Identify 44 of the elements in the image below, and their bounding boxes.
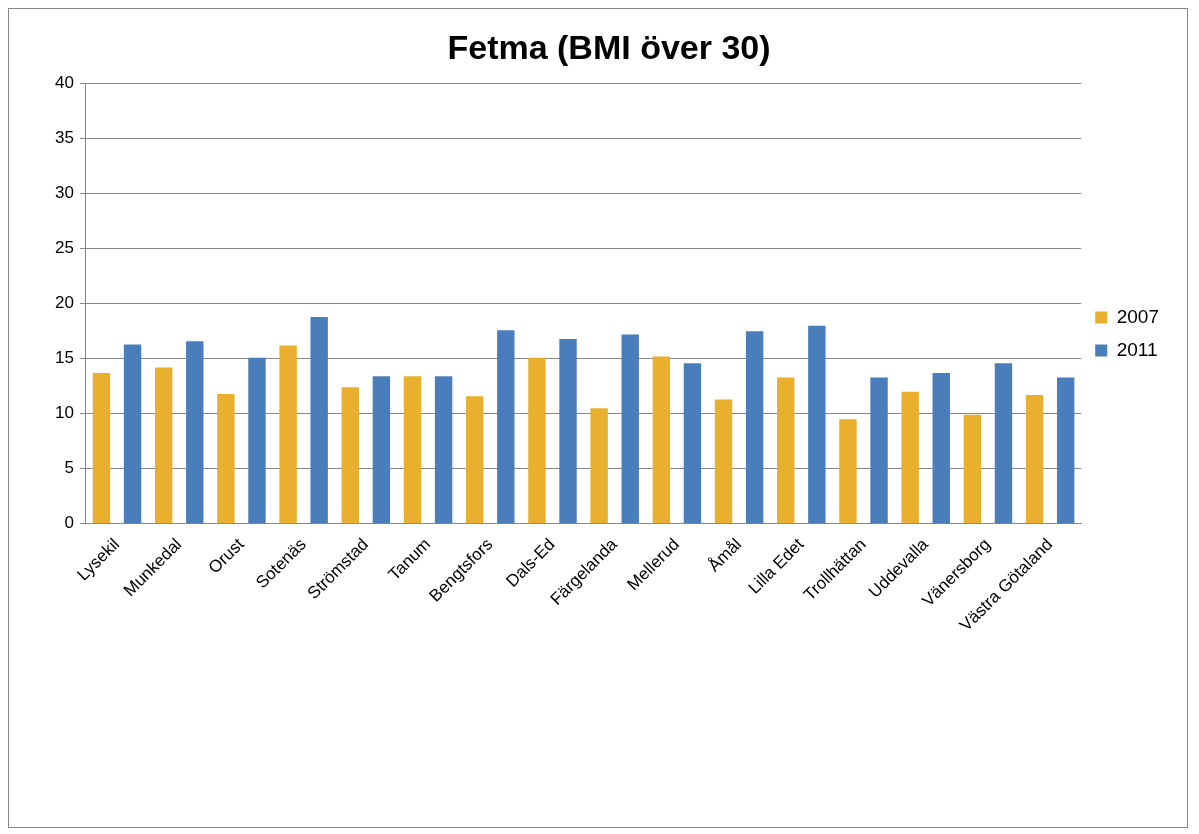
bar (683, 363, 702, 524)
bar (217, 393, 235, 524)
bar (932, 373, 950, 524)
bar (714, 399, 733, 524)
bar (372, 376, 391, 524)
bar (310, 316, 328, 524)
legend-label: 2011 (1116, 338, 1158, 360)
bar (870, 377, 888, 524)
bar (590, 408, 608, 524)
bar (123, 344, 142, 524)
bar (92, 373, 111, 524)
bar (745, 331, 764, 524)
bar (652, 356, 671, 524)
y-tick-label: 25 (54, 238, 74, 258)
y-tick-label: 20 (54, 293, 74, 313)
bar (528, 357, 546, 524)
legend-label: 2007 (1116, 305, 1160, 327)
bar (621, 334, 639, 524)
bar (994, 363, 1013, 524)
bar (1056, 377, 1075, 524)
bar (963, 414, 982, 524)
chart-title: Fetma (BMI över 30) (447, 27, 771, 66)
bar (901, 391, 919, 524)
bar (403, 376, 422, 524)
bar (808, 325, 826, 524)
bar (341, 387, 359, 524)
y-tick-label: 30 (54, 183, 74, 203)
bar (186, 341, 204, 524)
bar (279, 345, 297, 524)
y-tick-label: 15 (54, 348, 74, 368)
bar (154, 367, 173, 524)
y-tick-label: 5 (64, 458, 74, 478)
y-tick-label: 0 (64, 513, 74, 533)
bar (559, 338, 577, 524)
bar (777, 377, 795, 524)
y-tick-label: 35 (54, 128, 74, 148)
bar (839, 419, 857, 524)
bar (1025, 395, 1044, 524)
bar (248, 357, 266, 524)
y-tick-label: 10 (54, 403, 74, 423)
bar (466, 396, 484, 524)
y-tick-label: 40 (54, 73, 74, 93)
bar (434, 376, 453, 524)
bar (497, 330, 515, 524)
